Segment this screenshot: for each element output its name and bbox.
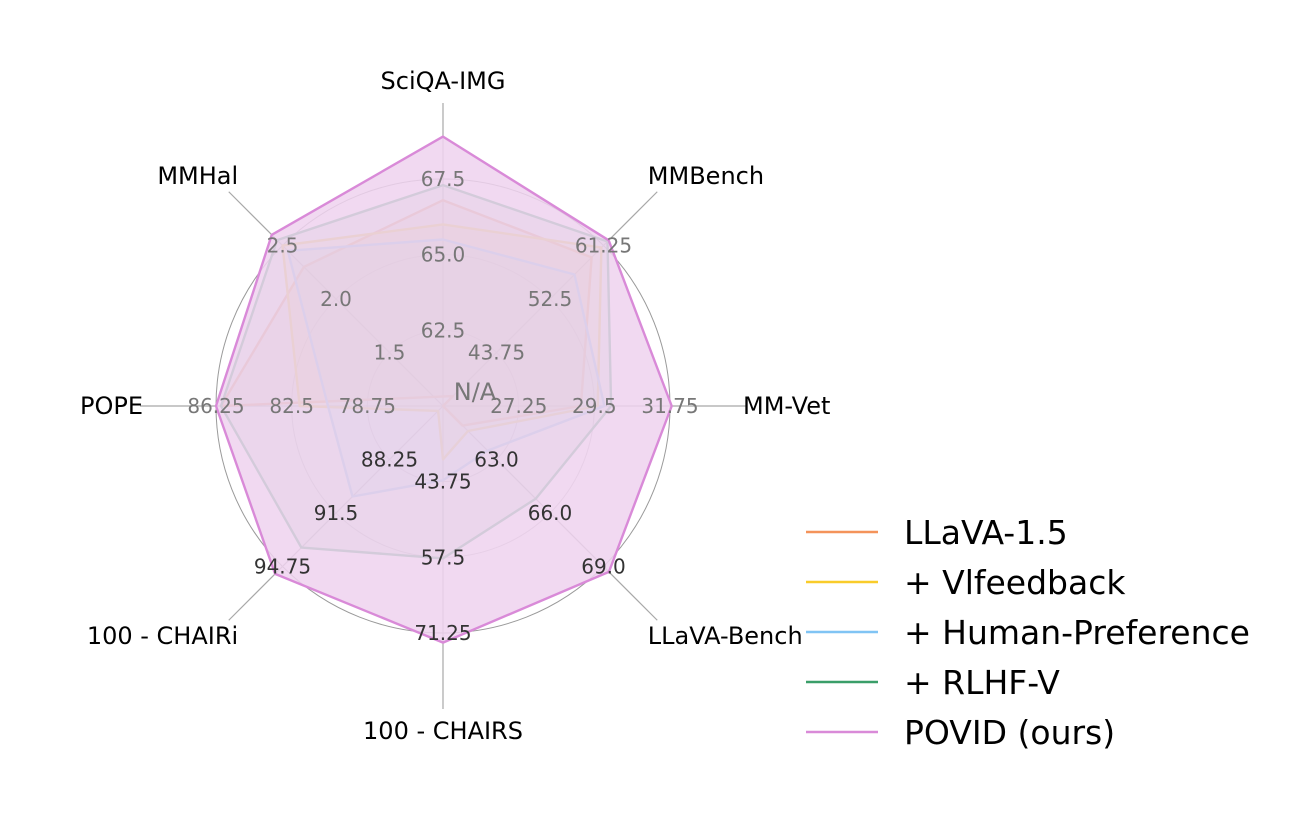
series-povid-ours-polygon	[214, 135, 673, 644]
tick-label: 29.5	[572, 394, 617, 418]
axis-label: 100 - CHAIRi	[87, 622, 238, 650]
tick-label: 86.25	[187, 394, 244, 418]
tick-label: 31.75	[641, 394, 698, 418]
tick-label: 63.0	[474, 448, 519, 472]
tick-label: 57.5	[421, 545, 466, 569]
tick-label: 66.0	[528, 501, 573, 525]
tick-labels: 62.5 65.0 67.5 43.75 52.5 61.25 27.25 29.5 31.75…	[187, 167, 698, 645]
tick-label: 69.0	[581, 555, 626, 579]
tick-label: 62.5	[421, 318, 466, 342]
tick-label: 94.75	[254, 555, 311, 579]
tick-label: 27.25	[490, 394, 547, 418]
legend-label: + RLHF-V	[904, 663, 1060, 702]
tick-label: 2.0	[320, 287, 352, 311]
radar-series	[214, 135, 673, 644]
tick-label: 43.75	[468, 341, 525, 365]
tick-label: 65.0	[421, 243, 466, 267]
tick-label: 71.25	[414, 621, 471, 645]
axis-label: MMHal	[157, 162, 238, 190]
tick-label: 78.75	[339, 394, 396, 418]
tick-label: 52.5	[528, 287, 573, 311]
legend-label: LLaVA-1.5	[904, 513, 1068, 552]
axis-labels: SciQA-IMG MMBench MM-Vet LLaVA-Bench 100 - C…	[80, 67, 830, 745]
tick-label: 1.5	[374, 341, 406, 365]
legend: LLaVA-1.5 + Vlfeedback + Human-Preference +…	[806, 513, 1250, 752]
axis-label: LLaVA-Bench	[648, 622, 803, 650]
legend-label: + Vlfeedback	[904, 563, 1126, 602]
tick-label: 61.25	[575, 234, 632, 258]
axis-label: MMBench	[648, 162, 764, 190]
axis-label: POPE	[80, 392, 143, 420]
tick-label: 88.25	[361, 448, 418, 472]
legend-label: POVID (ours)	[904, 713, 1115, 752]
tick-label: 43.75	[414, 470, 471, 494]
axis-label: MM-Vet	[743, 392, 830, 420]
legend-label: + Human-Preference	[904, 613, 1250, 652]
tick-label: 67.5	[421, 167, 466, 191]
center-label: N/A	[454, 378, 497, 406]
axis-label: 100 - CHAIRS	[363, 717, 523, 745]
tick-label: 91.5	[314, 501, 359, 525]
tick-label: 2.5	[267, 234, 299, 258]
tick-label: 82.5	[269, 394, 314, 418]
axis-label: SciQA-IMG	[381, 67, 506, 95]
